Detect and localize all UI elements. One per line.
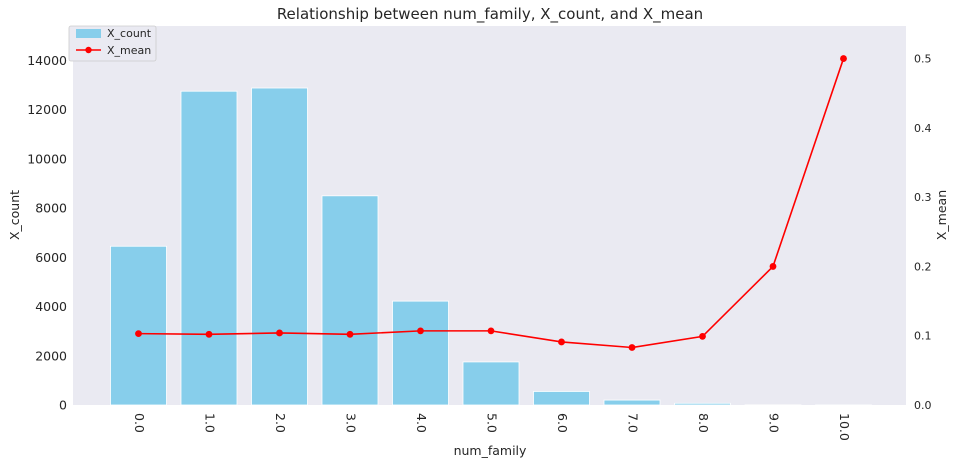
x-tick-label: 7.0 bbox=[626, 413, 641, 433]
x-tick-labels: 0.0 1.0 2.0 3.0 4.0 5.0 6.0 7.0 8.0 9.0 10.0 bbox=[132, 413, 852, 441]
x-mean-point-1.0 bbox=[205, 330, 213, 338]
bar-5.0 bbox=[462, 361, 520, 406]
x-tick-label: 0.0 bbox=[132, 413, 147, 433]
left-y-axis-label: X_count bbox=[7, 190, 22, 240]
bar-0.0 bbox=[110, 245, 167, 406]
right-y-axis-label: X_mean bbox=[934, 190, 949, 240]
right-y-tick-label: 0.2 bbox=[914, 260, 932, 273]
x-mean-point-8.0 bbox=[699, 333, 706, 340]
x-axis-label: num_family bbox=[454, 443, 527, 458]
left-y-tick-label: 6000 bbox=[35, 250, 67, 265]
bar-layer bbox=[110, 87, 872, 406]
x-tick-label: 1.0 bbox=[203, 413, 218, 433]
x-mean-point-9.0 bbox=[769, 263, 777, 270]
right-y-tick-label: 0.5 bbox=[914, 53, 932, 66]
bar-6.0 bbox=[533, 391, 590, 406]
bar-4.0 bbox=[392, 300, 449, 406]
bar-2.0 bbox=[251, 87, 308, 406]
left-y-tick-labels: 0 2000 4000 6000 8000 10000 12000 14000 bbox=[27, 53, 67, 413]
x-mean-point-6.0 bbox=[558, 338, 565, 346]
x-tick-label: 10.0 bbox=[837, 413, 852, 441]
left-y-tick-label: 12000 bbox=[27, 102, 67, 117]
x-mean-point-7.0 bbox=[628, 344, 636, 351]
right-y-tick-label: 0.3 bbox=[914, 191, 932, 204]
legend: X_count X_mean bbox=[68, 25, 157, 62]
line-layer bbox=[135, 55, 847, 351]
x-mean-point-10.0 bbox=[840, 55, 847, 62]
x-mean-point-2.0 bbox=[276, 329, 283, 337]
legend-label-x-mean: X_mean bbox=[107, 44, 151, 57]
x-tick-label: 3.0 bbox=[344, 413, 359, 433]
x-mean-point-0.0 bbox=[135, 330, 142, 338]
x-tick-label: 4.0 bbox=[414, 413, 429, 433]
left-y-tick-label: 14000 bbox=[27, 53, 67, 68]
x-mean-point-4.0 bbox=[417, 327, 424, 335]
x-mean-point-5.0 bbox=[487, 327, 495, 335]
bar-3.0 bbox=[321, 195, 379, 406]
right-y-tick-label: 0.1 bbox=[914, 330, 932, 343]
left-y-tick-label: 0 bbox=[59, 398, 67, 413]
bar-1.0 bbox=[180, 90, 238, 406]
x-tick-label: 9.0 bbox=[767, 413, 782, 433]
right-y-tick-label: 0.0 bbox=[914, 399, 932, 412]
x-tick-label: 2.0 bbox=[273, 413, 288, 433]
x-tick-label: 5.0 bbox=[485, 413, 500, 433]
bar-8.0 bbox=[674, 402, 731, 406]
right-y-tick-labels: 0.0 0.1 0.2 0.3 0.4 0.5 bbox=[914, 53, 932, 412]
legend-label-x-count: X_count bbox=[107, 27, 152, 40]
legend-swatch-x-count bbox=[76, 29, 101, 38]
left-y-tick-label: 2000 bbox=[35, 348, 67, 363]
chart-title: Relationship between num_family, X_count… bbox=[277, 5, 703, 24]
legend-marker-x-mean bbox=[85, 46, 92, 54]
x-tick-label: 6.0 bbox=[555, 413, 570, 433]
left-y-tick-label: 10000 bbox=[27, 151, 67, 166]
bar-7.0 bbox=[603, 399, 661, 406]
x-tick-label: 8.0 bbox=[696, 413, 711, 433]
right-y-tick-label: 0.4 bbox=[914, 122, 932, 135]
left-y-tick-label: 8000 bbox=[35, 201, 67, 216]
x-mean-point-3.0 bbox=[346, 330, 354, 338]
left-y-tick-label: 4000 bbox=[35, 299, 67, 314]
